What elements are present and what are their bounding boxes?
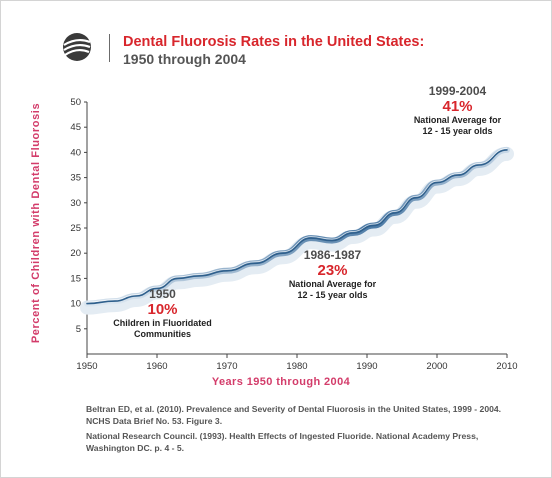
x-tick-label: 1960 [146, 361, 167, 372]
x-tick-label: 1990 [356, 361, 377, 372]
chart-title: Dental Fluorosis Rates in the United Sta… [123, 34, 425, 50]
x-tick-label: 2010 [496, 361, 517, 372]
y-tick-label: 40 [70, 147, 81, 158]
y-tick-label: 15 [70, 273, 81, 284]
annotation-1999: 1999-2004 41% National Average for 12 - … [405, 84, 510, 137]
logo-icon [63, 33, 91, 61]
annotation-year: 1950 [149, 287, 176, 301]
annotation-desc-line: Communities [133, 329, 191, 339]
series-highlight [86, 148, 508, 303]
y-tick-label: 20 [70, 248, 81, 259]
y-tick-label: 35 [70, 173, 81, 184]
annotation-percent: 41% [442, 98, 473, 115]
title-divider [109, 34, 110, 62]
annotation-year: 1986-1987 [303, 248, 362, 262]
series-glow [80, 146, 514, 315]
y-tick-label: 30 [70, 198, 81, 209]
annotation-desc-line: 12 - 15 year olds [422, 126, 493, 136]
reference-2: National Research Council. (1993). Healt… [86, 430, 526, 454]
x-tick-label: 1950 [76, 361, 97, 372]
annotation-desc-line: Children in Fluoridated [113, 318, 212, 328]
chart-axes: 5 10 15 20 25 30 35 40 45 50 1950 1960 1970 1980 1990 2… [70, 97, 517, 372]
x-axis-label: Years 1950 through 2004 [211, 376, 351, 388]
annotation-percent: 23% [317, 262, 348, 279]
y-tick-label: 25 [70, 223, 81, 234]
reference-line: NCHS Data Brief No. 53. Figure 3. [86, 416, 223, 426]
reference-line: National Research Council. (1993). Healt… [86, 431, 479, 441]
reference-line: Beltran ED, et al. (2010). Prevalence an… [86, 404, 502, 414]
chart-series [80, 146, 514, 315]
annotation-1986: 1986-1987 23% National Average for 12 - … [280, 248, 385, 301]
reference-line: Washington DC. p. 4 - 5. [86, 443, 185, 453]
annotation-1950: 1950 10% Children in Fluoridated Communi… [105, 287, 220, 340]
y-tick-label: 50 [70, 97, 81, 108]
series-line [86, 149, 508, 305]
y-axis-label: Percent of Children with Dental Fluorosi… [30, 102, 42, 344]
annotation-desc-line: 12 - 15 year olds [297, 290, 368, 300]
x-tick-label: 1970 [216, 361, 237, 372]
annotation-desc-line: National Average for [413, 115, 502, 125]
x-tick-label: 2000 [426, 361, 447, 372]
annotation-desc-line: National Average for [288, 279, 377, 289]
y-tick-label: 5 [76, 324, 81, 335]
annotation-percent: 10% [147, 301, 178, 318]
y-tick-label: 45 [70, 122, 81, 133]
chart-subtitle: 1950 through 2004 [123, 51, 246, 67]
x-tick-label: 1980 [286, 361, 307, 372]
y-tick-label: 10 [70, 299, 81, 310]
annotation-year: 1999-2004 [428, 84, 487, 98]
reference-1: Beltran ED, et al. (2010). Prevalence an… [86, 403, 526, 427]
